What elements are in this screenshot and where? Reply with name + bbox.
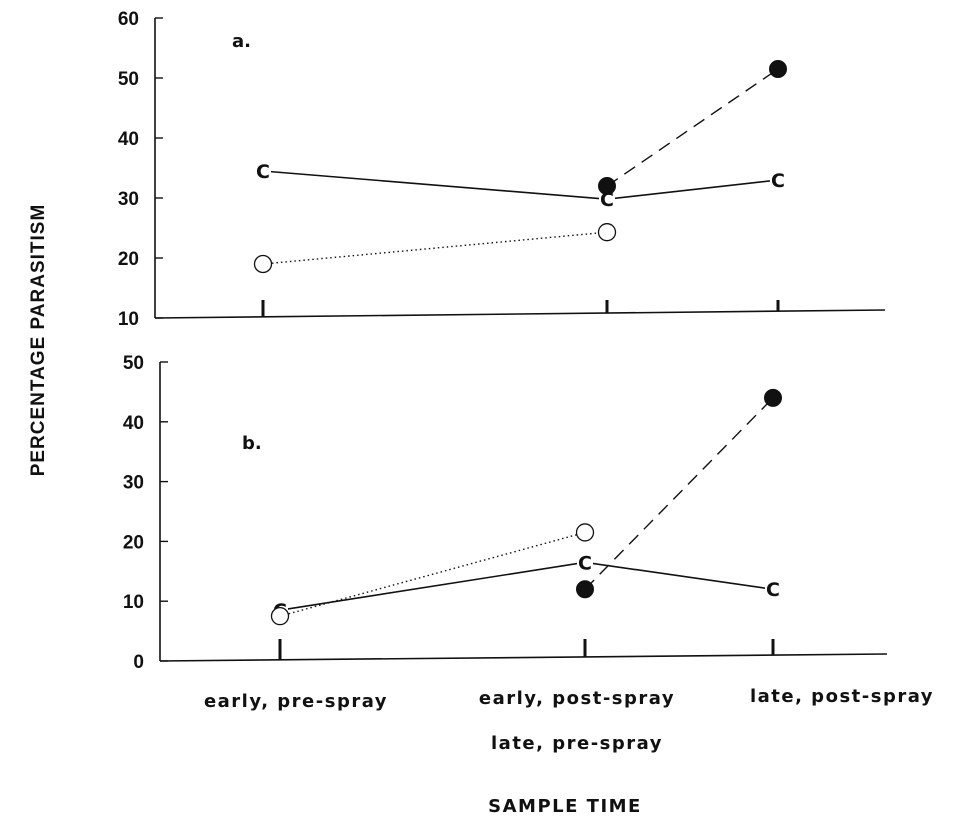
panel-a-filled-circle-point-2 [769, 60, 787, 78]
panel-b-y-tick-label-4: 40 [123, 413, 144, 434]
panel-a-y-tick-label-2: 30 [118, 189, 139, 210]
panel-a-y-tick-label-1: 20 [118, 249, 139, 270]
panel-a-C-point-1-bg [599, 189, 615, 210]
panel-b-y-tick-label-3: 30 [123, 473, 144, 494]
panel-b-x-axis [159, 653, 888, 662]
panel-b-C-point-1: C [578, 552, 592, 574]
panel-a-y-tick-label-3: 40 [118, 129, 139, 150]
panel-b-C-point-2-bg [765, 579, 781, 600]
panel-a-C-point-2: C [771, 170, 785, 192]
panel-b-open-circle-point-1 [575, 523, 595, 542]
panel-a-C-point-0: C [256, 161, 270, 183]
y-axis-label: PERCENTAGE PARASITISM [28, 204, 49, 477]
panel-a-y-tick-label-4: 50 [118, 69, 139, 90]
panel-a-y-tick-label-0: 10 [118, 309, 139, 330]
panel-b-filled-circle-point-1 [576, 580, 594, 599]
panel-a-filled-circle-point-1 [598, 177, 616, 195]
panel-a-C-point-2-bg [770, 170, 786, 190]
panel-a-open-circle-point-0 [253, 254, 273, 274]
panel-b-open-circle-point-0 [270, 607, 290, 626]
panel-a-x-axis [154, 309, 886, 319]
category-label-3: late, post-spray [750, 686, 934, 707]
panel-a-y-tick-label-5: 60 [118, 9, 139, 30]
panel-b-y-tick-label-1: 10 [123, 592, 144, 613]
panel-b-label: b. [242, 433, 262, 454]
panel-a-label: a. [232, 31, 251, 52]
panel-b-y-tick-label-0: 0 [133, 652, 144, 673]
panel-a-C-point-0-bg [255, 161, 271, 181]
panel-b-filled-circle-point-2 [764, 388, 782, 407]
panel-b-y-tick-label-2: 20 [123, 532, 144, 553]
panel-a-series-open-circle-line [262, 231, 608, 265]
panel-a-series-C-line [262, 170, 779, 201]
panel-b-series-filled-circle-line [584, 397, 774, 590]
x-axis-label: SAMPLE TIME [488, 796, 642, 817]
category-label-2: early, post-spray [479, 688, 675, 709]
panel-b-series-open-circle-line [279, 531, 586, 617]
panel-b-C-point-2: C [766, 579, 780, 601]
panel-a-C-point-1: C [600, 189, 614, 211]
panel-b-y-tick-label-5: 50 [123, 353, 144, 374]
category-sublabel: late, pre-spray [491, 733, 663, 754]
panel-a-series-filled-circle-line [606, 68, 779, 187]
panel-a-open-circle-point-1 [597, 223, 617, 242]
panel-b-C-point-1-bg [577, 552, 593, 573]
category-label-1: early, pre-spray [204, 691, 388, 712]
panel-b-series-C-line [279, 561, 774, 611]
